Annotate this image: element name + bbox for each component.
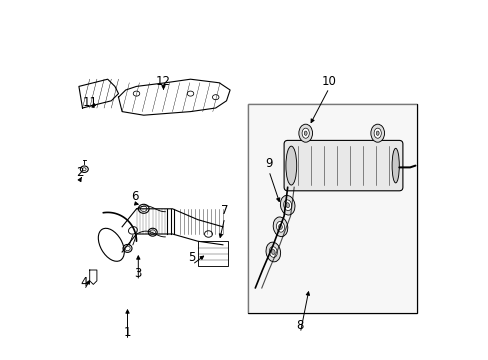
Text: 1: 1	[123, 327, 131, 339]
Text: 6: 6	[131, 190, 138, 203]
FancyBboxPatch shape	[284, 140, 402, 191]
Text: 2: 2	[76, 166, 83, 179]
Text: 5: 5	[188, 251, 196, 264]
Ellipse shape	[285, 146, 296, 185]
Text: 7: 7	[221, 204, 228, 217]
Ellipse shape	[373, 128, 381, 138]
Bar	[197, 241, 228, 266]
Ellipse shape	[391, 148, 399, 183]
Ellipse shape	[375, 131, 378, 135]
Ellipse shape	[273, 217, 287, 237]
Text: 4: 4	[81, 276, 88, 289]
Ellipse shape	[269, 247, 277, 257]
Text: 12: 12	[156, 75, 171, 87]
Bar	[247, 104, 416, 313]
Ellipse shape	[285, 203, 289, 208]
Ellipse shape	[278, 224, 282, 229]
Text: 8: 8	[296, 319, 304, 332]
Bar	[247, 104, 416, 313]
Ellipse shape	[370, 124, 384, 142]
Ellipse shape	[298, 124, 312, 142]
Ellipse shape	[271, 249, 275, 255]
Ellipse shape	[302, 128, 309, 138]
Ellipse shape	[280, 195, 294, 215]
Text: 11: 11	[83, 96, 98, 109]
Ellipse shape	[265, 242, 280, 262]
Ellipse shape	[304, 131, 306, 135]
Text: 9: 9	[264, 157, 272, 170]
Text: 3: 3	[134, 267, 142, 280]
Ellipse shape	[276, 221, 284, 232]
Text: 10: 10	[321, 75, 336, 87]
Ellipse shape	[283, 200, 291, 211]
